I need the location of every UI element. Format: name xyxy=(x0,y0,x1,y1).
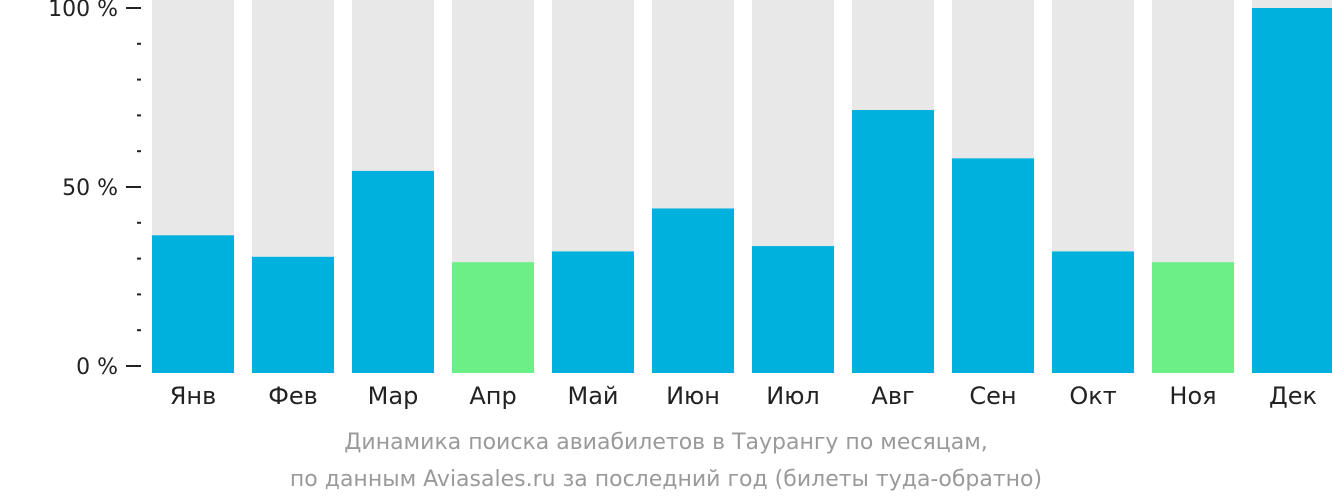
bar xyxy=(352,170,434,373)
bar xyxy=(752,246,834,373)
bars xyxy=(152,8,1332,373)
caption-line-2: по данным Aviasales.ru за последний год … xyxy=(289,467,1043,492)
bar xyxy=(1052,251,1134,373)
x-tick-label: Апр xyxy=(469,382,516,410)
bar xyxy=(1152,262,1234,373)
bar xyxy=(552,251,634,373)
bar xyxy=(952,158,1034,373)
chart: 100 % 50 % 0 % Янв Фев Мар Апр Май Июн Июл Авг Сен… xyxy=(48,0,1332,410)
x-tick-label: Авг xyxy=(871,382,914,410)
x-axis: Янв Фев Мар Апр Май Июн Июл Авг Сен Окт Ноя Дек xyxy=(170,382,1317,410)
x-tick-label: Май xyxy=(567,382,618,410)
caption-line-1: Динамика поиска авиабилетов в Таурангу п… xyxy=(344,430,988,455)
bar xyxy=(252,256,334,373)
x-tick-label: Июл xyxy=(766,382,820,410)
x-tick-label: Мар xyxy=(368,382,419,410)
bar xyxy=(452,262,534,373)
x-tick-label: Июн xyxy=(666,382,720,410)
bar xyxy=(852,110,934,373)
y-tick-label: 50 % xyxy=(62,176,118,201)
bar xyxy=(152,235,234,373)
x-tick-label: Ноя xyxy=(1169,382,1216,410)
x-tick-label: Окт xyxy=(1069,382,1116,410)
x-tick-label: Янв xyxy=(170,382,217,410)
bar xyxy=(652,208,734,373)
y-tick-label: 100 % xyxy=(48,0,118,22)
y-tick-label: 0 % xyxy=(76,355,118,380)
y-axis: 100 % 50 % 0 % xyxy=(48,0,141,380)
x-tick-label: Дек xyxy=(1269,382,1317,410)
x-tick-label: Фев xyxy=(268,382,318,410)
bar xyxy=(1252,8,1332,373)
x-tick-label: Сен xyxy=(969,382,1016,410)
